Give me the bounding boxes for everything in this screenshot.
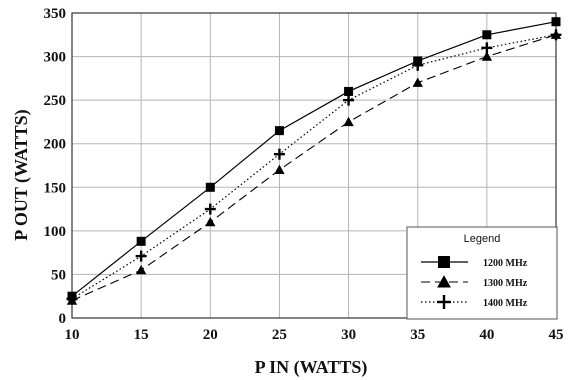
y-tick-label: 50 [51,267,66,283]
data-point [135,250,147,262]
data-point [481,51,493,61]
y-tick-label: 200 [44,137,67,153]
legend: Legend 1200 MHz 1300 MHz 1400 MHz [406,226,558,320]
series-1400-mhz [66,29,562,305]
x-tick-label: 30 [341,327,356,343]
data-point [135,264,147,275]
y-tick-label: 150 [44,180,67,196]
legend-label: 1400 MHz [483,298,528,309]
data-point [481,42,493,54]
data-point [274,126,284,136]
x-tick-label: 40 [479,327,494,343]
legend-entry: 1300 MHz [421,275,528,289]
legend-entry: 1400 MHz [421,295,528,309]
x-tick-label: 10 [65,327,80,343]
legend-entry: 1200 MHz [421,256,528,269]
data-point [205,182,215,192]
series-line [71,21,557,297]
series-line [71,34,557,302]
x-tick-label: 25 [272,327,287,343]
data-point [343,116,354,127]
y-tick-label: 350 [44,6,67,22]
y-tick-label: 0 [59,311,67,327]
legend-marker [437,275,451,288]
legend-label: 1300 MHz [483,278,528,289]
legend-label: 1200 MHz [483,258,528,269]
data-point [343,94,355,106]
data-point [412,77,423,87]
data-point [412,59,424,71]
x-tick-label: 15 [134,327,149,343]
data-point [136,236,146,246]
series-line [71,34,557,300]
series-layer [66,17,562,305]
legend-title: Legend [464,233,501,245]
data-point [551,17,561,27]
tick-labels: 10 15 20 25 30 35 40 45 0 50 100 150 200 250 300 350 [44,6,564,343]
data-point [344,86,354,96]
legend-marker [437,295,451,309]
x-tick-label: 35 [410,327,425,343]
y-axis-label: P OUT (WATTS) [11,109,32,240]
x-axis-label: P IN (WATTS) [255,357,368,378]
data-point [204,203,216,215]
y-tick-label: 250 [44,93,67,109]
x-tick-label: 45 [549,327,564,343]
data-point [66,293,78,305]
y-tick-label: 100 [44,224,67,240]
x-tick-label: 20 [203,327,218,343]
plot-frame [71,12,557,319]
data-point [550,29,562,41]
legend-box [406,226,558,320]
data-point [205,216,216,227]
legend-marker [438,256,450,268]
data-point [273,148,285,160]
data-point [482,30,492,40]
y-tick-label: 300 [44,50,67,66]
data-point [274,164,285,174]
